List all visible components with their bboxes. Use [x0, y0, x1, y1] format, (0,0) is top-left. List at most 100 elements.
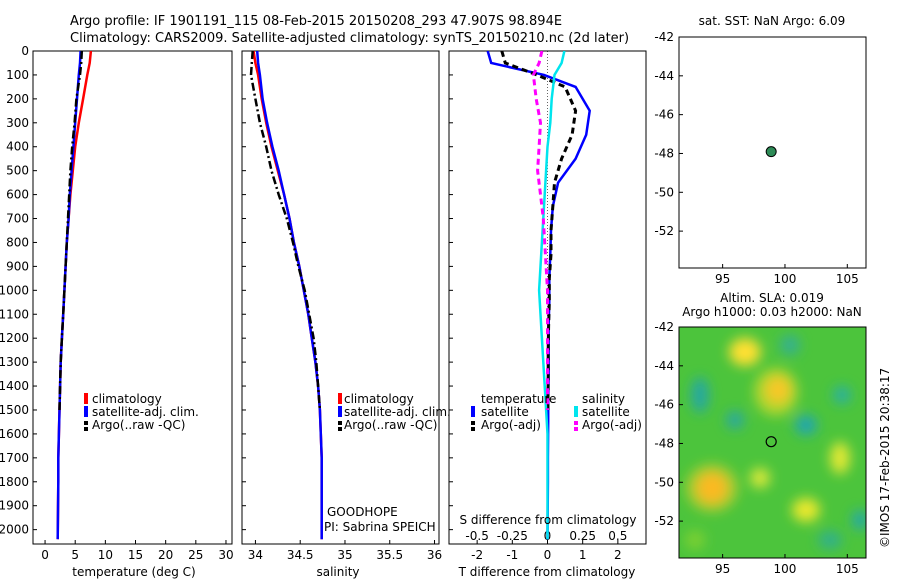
sst-map-axes: -42 -44 -46 -48 -50 -52 95 100 105	[654, 30, 858, 286]
map-y-tick-label: -52	[654, 514, 674, 528]
map-y-tick-label: -52	[654, 224, 674, 238]
map-y-tick-label: -44	[654, 69, 674, 83]
depth-tick-label: 200	[6, 92, 29, 106]
sla-heatmap	[679, 327, 866, 558]
depth-tick-label: 2000	[0, 523, 29, 537]
s-diff-tick-label: 0.5	[608, 529, 627, 543]
depth-tick-label: 300	[6, 116, 29, 130]
x-tick-label: 20	[158, 548, 173, 562]
x-tick-label: 35.5	[376, 548, 403, 562]
map-y-tick-label: -42	[654, 320, 674, 334]
s-diff-tick-label: -0.5	[465, 529, 488, 543]
legend-swatch-s-argo	[574, 421, 578, 425]
legend-label-s-argo: Argo(-adj)	[582, 418, 642, 432]
map-x-tick-label: 105	[836, 272, 859, 286]
legend-swatch-argo-2	[338, 427, 342, 431]
temperature-lines	[56, 51, 93, 540]
map-y-tick-label: -46	[654, 398, 674, 412]
sal-argo-line	[249, 51, 322, 411]
sst-map-panel	[678, 36, 867, 269]
depth-tick-label: 600	[6, 188, 29, 202]
legend-swatch-t-argo-2	[471, 427, 475, 431]
sla-map-title2: Argo h1000: 0.03 h2000: NaN	[682, 305, 862, 319]
x-tick-label: 34	[248, 548, 263, 562]
map-x-tick-label: 105	[836, 562, 859, 576]
temperature-panel	[32, 50, 233, 545]
map-y-tick-label: -50	[654, 475, 674, 489]
temp-xlabel: temperature (deg C)	[72, 565, 195, 579]
legend-swatch-climatology	[84, 393, 88, 404]
legend-label-climatology: climatology	[344, 392, 414, 406]
depth-tick-label: 1700	[0, 451, 29, 465]
depth-axis: 0 100 200 300 400 500 600 700 800 900 1000 1100 1200…	[0, 44, 453, 537]
legend-swatch-t-argo	[471, 421, 475, 425]
sla-map-title1: Altim. SLA: 0.019	[720, 291, 824, 305]
legend-swatch-s-argo-2	[574, 427, 578, 431]
header-line2: Climatology: CARS2009. Satellite-adjuste…	[70, 31, 629, 46]
salinity-panel	[241, 50, 440, 545]
legend-label-argo: Argo(..raw -QC)	[344, 418, 437, 432]
legend-title-temperature: temperature	[481, 392, 556, 406]
legend-label-t-satellite: satellite	[481, 405, 529, 419]
map-y-tick-label: -44	[654, 359, 674, 373]
x-tick-label: 1	[579, 548, 587, 562]
x-tick-label: 35	[337, 548, 352, 562]
depth-tick-label: 1200	[0, 331, 29, 345]
legend-label-t-argo: Argo(-adj)	[481, 418, 541, 432]
x-tick-label: 25	[188, 548, 203, 562]
x-tick-label: 5	[71, 548, 79, 562]
argo-position-ring	[765, 436, 777, 448]
x-tick-label: -2	[471, 548, 483, 562]
x-tick-label: -1	[506, 548, 518, 562]
s-diff-satellite-line	[537, 51, 566, 540]
footer-stamp: ©IMOS 17-Feb-2015 20:38:17	[878, 368, 892, 548]
sst-map-title: sat. SST: NaN Argo: 6.09	[699, 14, 846, 28]
x-tick-label: 2	[614, 548, 622, 562]
diff-xlabel: T difference from climatology	[458, 565, 636, 579]
x-tick-label: 0	[544, 548, 552, 562]
depth-tick-label: 500	[6, 164, 29, 178]
legend-title-salinity: salinity	[582, 392, 625, 406]
depth-tick-label: 1400	[0, 379, 29, 393]
sla-map-panel	[678, 326, 867, 559]
legend-swatch-satellite	[84, 406, 88, 417]
pi-note: PI: Sabrina SPEICH	[324, 520, 436, 534]
panel-x-axes: 0 5 10 15 20 25 30 34 34.5 35 35.5 36 -2 -1 0 1 2 -0.5 -0.…	[41, 529, 627, 562]
depth-tick-label: 1000	[0, 283, 29, 297]
depth-tick-label: 400	[6, 140, 29, 154]
map-y-tick-label: -46	[654, 108, 674, 122]
map-y-tick-label: -50	[654, 185, 674, 199]
diff-s-label: S difference from climatology	[460, 513, 637, 527]
depth-tick-label: 1100	[0, 307, 29, 321]
legend-swatch-satellite	[338, 406, 342, 417]
x-tick-label: 0	[41, 548, 49, 562]
depth-tick-label: 1800	[0, 475, 29, 489]
legend-swatch-argo	[84, 421, 88, 425]
map-x-tick-label: 95	[715, 562, 730, 576]
map-x-tick-label: 100	[774, 272, 797, 286]
salinity-lines	[249, 51, 323, 540]
legend-swatch-s-satellite	[574, 406, 578, 417]
s-diff-tick-label: 0.25	[569, 529, 596, 543]
x-tick-label: 30	[218, 548, 233, 562]
difference-lines	[486, 51, 592, 544]
x-tick-label: 36	[427, 548, 442, 562]
map-y-tick-label: -42	[654, 30, 674, 44]
map-y-tick-label: -48	[654, 436, 674, 450]
map-x-tick-label: 95	[715, 272, 730, 286]
depth-tick-label: 900	[6, 259, 29, 273]
map-x-tick-label: 100	[774, 562, 797, 576]
legend-label-climatology: climatology	[92, 392, 162, 406]
header-line1: Argo profile: IF 1901191_115 08-Feb-2015…	[70, 14, 562, 29]
legend-swatch-argo-2	[84, 427, 88, 431]
depth-tick-label: 800	[6, 235, 29, 249]
sla-map-axes: -42 -44 -46 -48 -50 -52 95 100 105	[654, 320, 858, 576]
legend-label-s-satellite: satellite	[582, 405, 630, 419]
sal-xlabel: salinity	[316, 565, 359, 579]
depth-tick-label: 700	[6, 212, 29, 226]
map-y-tick-label: -48	[654, 146, 674, 160]
sal-climatology-line	[252, 51, 323, 540]
temp-satellite-line	[56, 51, 82, 540]
legend-swatch-t-satellite	[471, 406, 475, 417]
